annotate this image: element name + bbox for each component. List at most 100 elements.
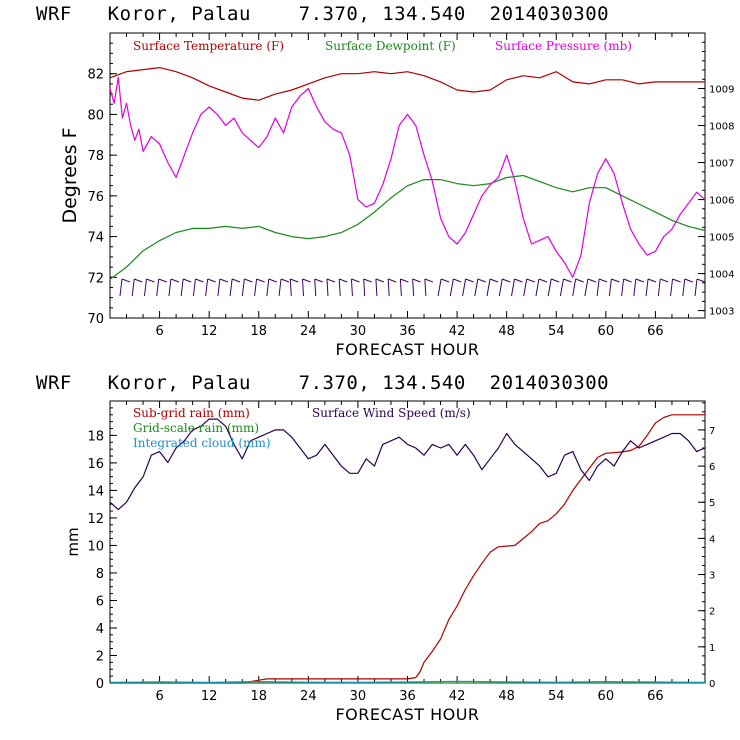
y-tick-label: 0 [96,677,104,692]
wind-barb [633,278,645,297]
y-tick-label: 74 [87,231,104,246]
wind-barb [498,278,511,297]
wind-barb [119,278,131,297]
wind-barb [424,278,434,297]
y2-tick-label: 6 [709,462,715,473]
x-tick-label: 48 [498,689,515,704]
wind-barb [657,278,669,297]
y2-tick-label: 2 [709,607,715,618]
wind-barb [670,278,681,297]
x-tick-label: 48 [498,324,515,339]
y-tick-label: 4 [96,622,104,637]
chart-1-title: WRF Koror, Palau 7.370, 134.540 20140303… [36,3,610,25]
wind-barb [437,278,450,297]
x-tick-label: 66 [647,324,664,339]
wind-barb [694,278,706,297]
chart-2-title: WRF Koror, Palau 7.370, 134.540 20140303… [36,372,610,394]
x-tick-label: 36 [399,324,416,339]
wind-barb [462,278,474,297]
x-tick-label: 60 [598,324,615,339]
x-tick-label: 12 [201,689,218,704]
wind-barb [474,278,486,297]
y-tick-label: 16 [87,457,104,472]
y-tick-label: 14 [87,484,104,499]
wind-barb [229,278,241,297]
legend-dewpoint: Surface Dewpoint (F) [325,39,456,53]
y2-tick-label: 1004 [709,270,734,281]
surface-wind-speed-m-s-line [109,418,706,511]
wind-barb [621,278,632,297]
x-tick-label: 42 [449,689,466,704]
wind-barb [241,278,253,297]
legend-wind-speed: Surface Wind Speed (m/s) [312,406,471,420]
wind-barb [266,278,277,297]
x-tick-label: 66 [647,689,664,704]
x-tick-label: 6 [155,689,163,704]
wind-barb [131,278,143,297]
y2-tick-label: 1008 [709,122,734,133]
y-tick-label: 82 [87,68,104,83]
wind-barb [596,278,608,297]
surface-pressure-mb-line [109,76,706,278]
wind-barb [168,278,180,297]
wind-barb [205,278,216,297]
integrated-cloud-mm-line [109,680,706,684]
y2-tick-label: 5 [709,498,715,509]
wind-barb [180,278,192,297]
wind-barb [682,278,693,297]
legend-temperature: Surface Temperature (F) [133,39,284,53]
y-tick-label: 70 [87,312,104,327]
wind-barb [338,278,348,297]
y-tick-label: 18 [87,429,104,444]
x-tick-label: 60 [598,689,615,704]
wind-barb [363,278,372,297]
x-tick-label: 12 [201,324,218,339]
y-tick-label: 8 [96,567,104,582]
wind-barb [192,278,204,297]
y2-tick-label: 7 [709,426,715,437]
x-tick-label: 24 [300,689,317,704]
wind-barb [559,278,572,297]
wind-barb [399,278,409,297]
plot-frame-1 [109,32,706,319]
x-tick-label: 54 [548,689,565,704]
wind-barb [535,278,548,297]
y-tick-label: 2 [96,649,104,664]
wind-barb [143,278,155,297]
wind-barb [289,278,299,297]
y2-tick-label: 1006 [709,196,734,207]
y-tick-label: 6 [96,594,104,609]
sub-grid-rain-mm-line [110,414,705,684]
y2-tick-label: 1003 [709,307,734,318]
surface-temperature-f-line [109,66,705,101]
wind-barb [156,278,167,297]
wind-barb [486,278,499,297]
y2-tick-label: 3 [709,571,715,582]
y2-tick-label: 4 [709,534,715,545]
y-axis-label: Degrees F [59,127,81,223]
x-tick-label: 6 [155,324,163,339]
wind-barb [278,278,290,297]
wind-barb [375,278,385,297]
y-axis-label: mm [64,527,82,556]
y2-tick-label: 1009 [709,85,734,96]
legend-pressure: Surface Pressure (mb) [495,39,632,53]
wind-barb [387,278,397,297]
wind-barb [350,278,360,297]
y-tick-label: 10 [87,539,104,554]
wind-barb [449,278,462,297]
x-tick-label: 36 [399,689,416,704]
wind-barb [302,278,311,297]
y-tick-label: 72 [87,271,104,286]
surface-dewpoint-f-line [109,174,706,280]
wind-barb [584,278,597,297]
x-tick-label: 42 [449,324,466,339]
wind-barb [510,278,523,297]
wind-barb [326,278,336,297]
legend-subgrid-rain: Sub-grid rain (mm) [133,406,250,420]
y2-tick-label: 0 [709,679,715,690]
x-tick-label: 30 [350,689,367,704]
y2-tick-label: 1007 [709,159,734,170]
y2-tick-label: 1 [709,643,715,654]
